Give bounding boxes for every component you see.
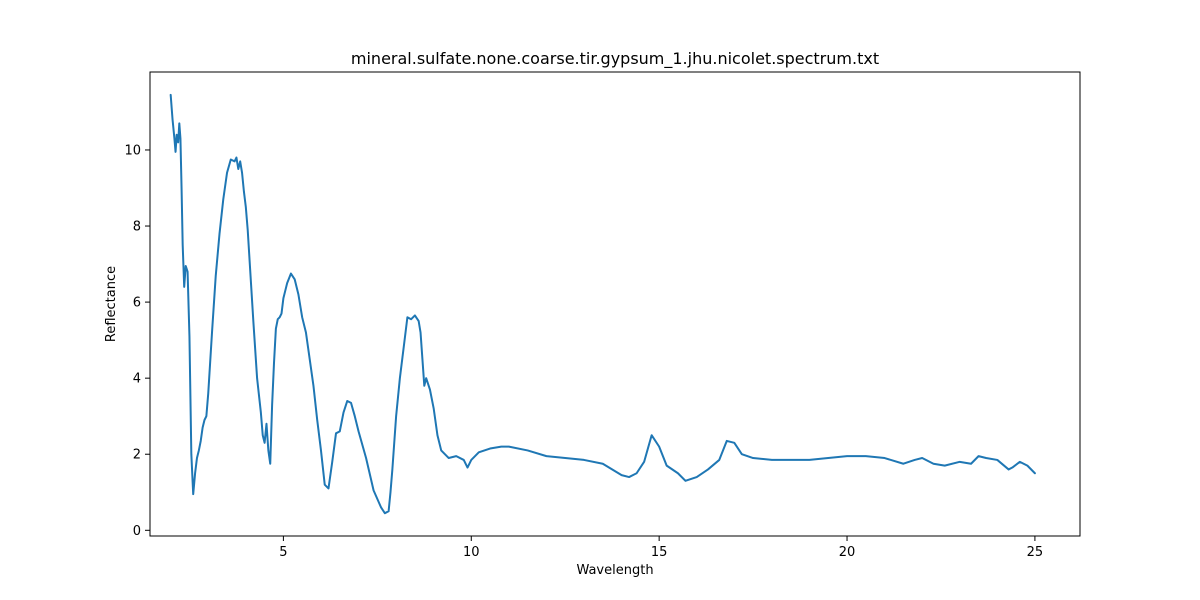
- x-tick-label: 10: [463, 545, 480, 560]
- y-axis-ticks: 0 2 4 6 8 10: [124, 143, 150, 539]
- y-tick-label: 0: [133, 524, 141, 539]
- x-axis-label: Wavelength: [576, 563, 653, 578]
- y-axis-label: Reflectance: [104, 266, 119, 342]
- y-tick-label: 2: [133, 448, 141, 463]
- x-tick-label: 5: [279, 545, 287, 560]
- y-tick-label: 4: [133, 372, 141, 387]
- axes-frame: [149, 71, 1081, 537]
- chart-title: mineral.sulfate.none.coarse.tir.gypsum_1…: [351, 49, 879, 69]
- x-axis-ticks: 5 10 15 20 25: [279, 536, 1043, 560]
- x-tick-label: 20: [839, 545, 856, 560]
- plot-area: 5 10 15 20 25 0 2 4 6 8 10: [124, 71, 1081, 560]
- reflectance-series-line: [169, 93, 1036, 515]
- y-tick-label: 8: [133, 220, 141, 235]
- y-tick-label: 6: [133, 296, 141, 311]
- x-tick-label: 15: [651, 545, 668, 560]
- y-tick-label: 10: [124, 143, 141, 158]
- x-tick-label: 25: [1027, 545, 1044, 560]
